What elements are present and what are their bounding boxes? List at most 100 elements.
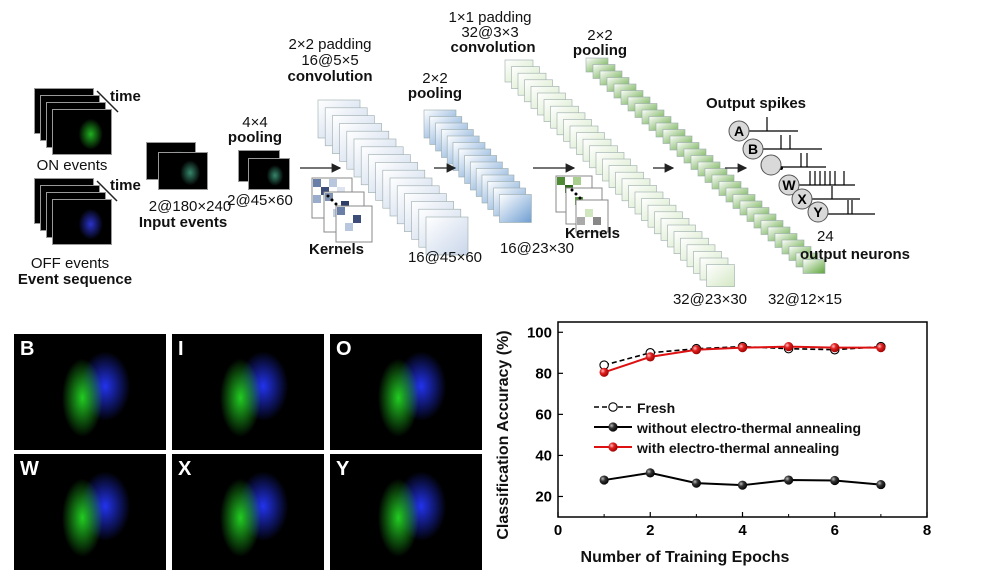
gesture-image-X: X <box>172 454 324 570</box>
y-tick-label: 100 <box>527 324 552 341</box>
neuron-label-A: A <box>734 123 744 139</box>
y-tick-label: 80 <box>535 365 552 382</box>
gesture-image-O: O <box>330 334 482 450</box>
data-point <box>876 343 886 353</box>
output-neurons-graphic: AB WXY <box>728 120 829 223</box>
on-events-label: ON events <box>36 157 108 174</box>
output-neurons-label: output neurons <box>800 246 910 263</box>
y-tick-label: 40 <box>535 447 552 464</box>
data-point <box>608 402 618 412</box>
x-tick-label: 2 <box>646 522 654 539</box>
kernels-1-label: Kernels <box>309 241 365 258</box>
legend-with: with electro-thermal annealing <box>637 440 840 456</box>
data-point <box>830 343 840 353</box>
legend <box>594 402 632 452</box>
data-point <box>691 345 701 355</box>
layer-stacks <box>317 57 826 287</box>
conv1-stack <box>317 99 469 256</box>
data-point <box>737 480 748 490</box>
neuron-B <box>742 138 764 160</box>
conv2-label: convolution <box>450 39 536 56</box>
x-tick-label: 4 <box>738 522 747 539</box>
legend-fresh: Fresh <box>637 400 676 416</box>
input-size-label: 2@180×240 <box>148 198 232 215</box>
y-tick-label: 60 <box>535 406 552 423</box>
kernels-2-graphic <box>555 175 609 233</box>
gesture-image-W: W <box>14 454 166 570</box>
kernels-2-label: Kernels <box>565 225 621 242</box>
gesture-letter: W <box>20 458 39 480</box>
data-point <box>784 342 794 352</box>
x-tick-label: 0 <box>554 522 562 539</box>
chart-ylabel: Classification Accuracy (%) <box>495 330 512 540</box>
event-sequence-label: Event sequence <box>17 271 133 288</box>
time-arrow-on <box>96 90 119 113</box>
data-point <box>876 479 886 490</box>
time-label-off: time <box>110 177 141 194</box>
conv2-stack-map <box>706 264 735 287</box>
x-tick-label: 8 <box>923 522 931 539</box>
neuron-label-Y: Y <box>813 204 823 220</box>
pool3-stack-map <box>802 259 826 274</box>
x-tick-label: 6 <box>831 522 839 539</box>
on-events-frame <box>52 109 112 155</box>
pool2-stack <box>423 109 532 223</box>
conv1-stack-map <box>425 216 469 256</box>
neuron-Y <box>807 201 829 223</box>
neuron-label-B: B <box>748 141 758 157</box>
data-point <box>784 475 794 485</box>
gesture-letter: I <box>178 338 184 360</box>
gesture-letter: B <box>20 338 35 360</box>
pool2-stack-map <box>499 194 532 223</box>
input-events-frame <box>158 152 208 190</box>
pool1-label: pooling <box>227 129 283 146</box>
pool1-out: 2@45×60 <box>227 192 293 209</box>
data-point <box>691 478 701 488</box>
gesture-letter: O <box>336 338 352 360</box>
neuron-X <box>791 188 813 210</box>
neuron-ellipsis <box>760 154 782 176</box>
series-2 <box>599 342 886 377</box>
input-events-label: Input events <box>138 214 228 231</box>
off-events-frame <box>52 199 112 245</box>
data-point <box>645 468 655 478</box>
off-events-label: OFF events <box>30 255 110 272</box>
output-spikes-graphic <box>740 117 875 215</box>
accuracy-chart: 0 2 4 6 8 20 40 60 80 100 <box>527 321 931 539</box>
conv2-kernel: 32@3×3 <box>461 24 519 41</box>
gesture-letter: Y <box>336 458 350 480</box>
time-arrow-off <box>96 180 118 202</box>
data-point <box>599 367 609 377</box>
pool2-out: 16@23×30 <box>499 240 575 257</box>
gesture-image-I: I <box>172 334 324 450</box>
y-tick-label: 20 <box>535 488 552 505</box>
series-1 <box>599 468 886 490</box>
output-spikes-label: Output spikes <box>706 95 807 112</box>
pool3-size: 2×2 <box>587 27 613 44</box>
pool2-label: pooling <box>407 85 463 102</box>
kernels-1-graphic <box>311 177 373 243</box>
conv1-padding: 2×2 padding <box>288 36 372 53</box>
gesture-image-Y: Y <box>330 454 482 570</box>
time-label-on: time <box>110 88 141 105</box>
neuron-W <box>778 174 800 196</box>
data-point <box>608 442 618 452</box>
output-count: 24 <box>817 228 834 245</box>
conv1-out: 16@45×60 <box>407 249 483 266</box>
conv2-padding: 1×1 padding <box>448 9 532 26</box>
pool3-label: pooling <box>572 42 628 59</box>
data-point <box>645 352 655 362</box>
pool3-stack <box>585 57 826 274</box>
legend-without: without electro-thermal annealing <box>637 420 862 436</box>
neuron-label-X: X <box>797 191 807 207</box>
pool2-size: 2×2 <box>422 70 448 87</box>
gesture-image-B: B <box>14 334 166 450</box>
neuron-A <box>728 120 750 142</box>
data-point <box>737 343 748 353</box>
conv2-stack <box>504 59 735 287</box>
gesture-letter: X <box>178 458 192 480</box>
conv2-out: 32@23×30 <box>672 291 748 308</box>
data-point <box>608 422 618 432</box>
data-point <box>830 475 840 486</box>
